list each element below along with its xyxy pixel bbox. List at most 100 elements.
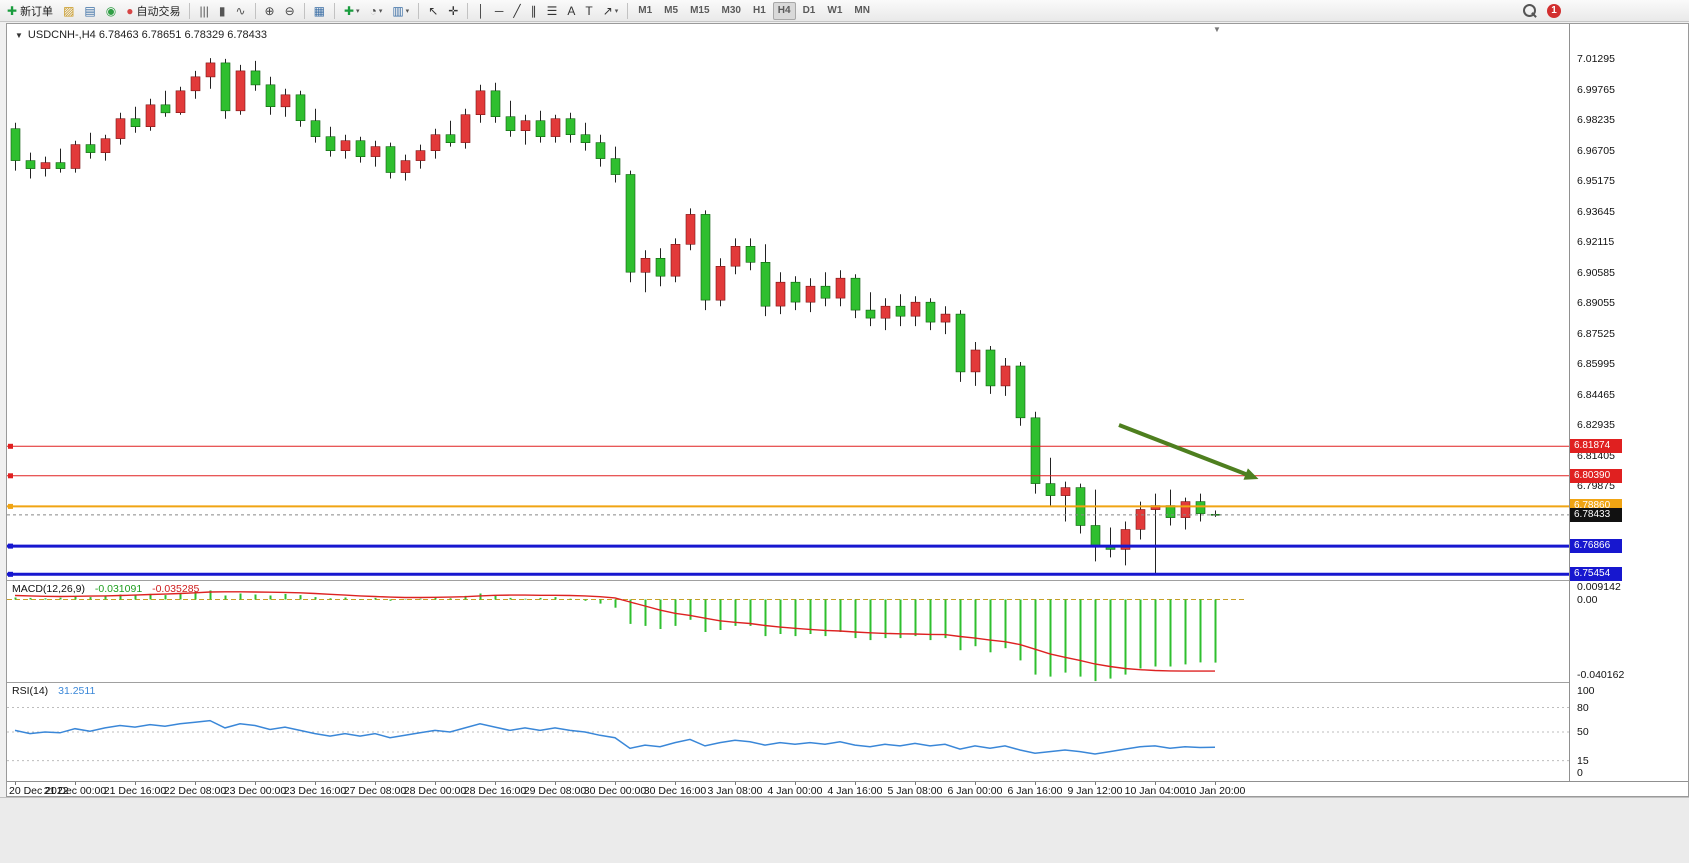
vertical-line-button[interactable]: │ — [473, 2, 489, 20]
tf-d1-button[interactable]: D1 — [798, 2, 821, 20]
tf-m5-button-label: M5 — [664, 5, 679, 16]
trendline-button[interactable]: ╱ — [509, 2, 524, 20]
tf-d1-button-label: D1 — [802, 5, 816, 16]
time-tick — [795, 782, 796, 785]
cursor-button[interactable]: ↖ — [424, 2, 442, 20]
candle-down — [925, 301, 936, 323]
hline-handle[interactable] — [8, 571, 13, 577]
macd-signal-value: -0.035285 — [152, 583, 200, 595]
chart-window[interactable]: ▼ USDCNH-,H4 6.78463 6.78651 6.78329 6.7… — [6, 23, 1689, 797]
tf-h4-button-label: H4 — [777, 5, 791, 16]
time-axis[interactable]: 20 Dec 2022 21 Dec 00:00 21 Dec 16:00 22 De… — [7, 781, 1688, 797]
equidistant-channel-icon: ∥ — [530, 3, 537, 18]
tile-windows-button[interactable]: ▦ — [310, 2, 329, 20]
pane-separator[interactable] — [7, 580, 1688, 581]
candle-up — [340, 140, 351, 151]
hline-handle[interactable] — [8, 473, 13, 479]
candle-up — [970, 349, 981, 373]
trend-arrow[interactable] — [1118, 423, 1254, 479]
fibonacci-button[interactable]: ☰ — [543, 2, 562, 20]
auto-trading-button[interactable]: ● 自动交易 — [122, 2, 184, 20]
hline-handle[interactable] — [8, 543, 13, 549]
zoom-in-button[interactable]: ⊕ — [261, 2, 279, 20]
axis-tick-label: 6.85995 — [1577, 358, 1615, 370]
price-tag[interactable]: 6.76866 — [1570, 539, 1622, 553]
templates-button[interactable]: ▥ ▾ — [388, 2, 413, 20]
tf-m1-button[interactable]: M1 — [633, 2, 657, 20]
arrows-button[interactable]: ↗ ▾ — [599, 2, 623, 20]
trend-arrow-head[interactable] — [1243, 468, 1259, 480]
candle-up — [115, 118, 126, 139]
axis-tick-label: 6.87525 — [1577, 328, 1615, 340]
one-click-trading-expander-icon[interactable]: ▼ — [15, 30, 23, 40]
zoom-in-icon: ⊕ — [264, 3, 275, 18]
zoom-out-button[interactable]: ⊖ — [281, 2, 299, 20]
hline-handle[interactable] — [8, 443, 13, 449]
candle-up — [400, 160, 411, 173]
price-tag[interactable]: 6.75454 — [1570, 567, 1622, 581]
price-tag[interactable]: 6.81874 — [1570, 439, 1622, 453]
candle-down — [10, 128, 21, 161]
hline-handle[interactable] — [8, 503, 13, 509]
candle-down — [55, 162, 66, 169]
crosshair-button[interactable]: ✛ — [444, 2, 462, 20]
candle-down — [265, 84, 276, 107]
candle-down — [595, 142, 606, 159]
time-tick — [255, 782, 256, 785]
bar-chart-button[interactable]: ||| — [195, 2, 212, 20]
axis-tick-label: 0.00 — [1577, 594, 1598, 606]
caret-down-icon: ▾ — [378, 7, 383, 15]
text-label-button[interactable]: T — [581, 2, 596, 20]
tf-m15-button[interactable]: M15 — [685, 2, 714, 20]
candle-down — [955, 313, 966, 373]
axis-tick-label: 6.89055 — [1577, 297, 1615, 309]
price-scale[interactable]: 7.01295 6.99765 6.98235 6.96705 6.95175 6.936… — [1569, 24, 1688, 782]
sound-button[interactable]: ◉ — [102, 2, 120, 20]
candle-down — [610, 158, 621, 175]
chart-shift-marker-icon[interactable]: ▼ — [1213, 25, 1221, 34]
tile-windows-icon: ▦ — [313, 3, 325, 18]
line-chart-button[interactable]: ∿ — [231, 2, 249, 20]
notification-badge[interactable]: 1 — [1547, 4, 1561, 18]
bid-price-tag: 6.78433 — [1570, 508, 1622, 522]
tf-w1-button[interactable]: W1 — [822, 2, 847, 20]
time-label: 29 Dec 08:00 — [523, 785, 587, 797]
tf-m15-button-label: M15 — [690, 5, 710, 16]
text-button[interactable]: A — [563, 2, 579, 20]
tf-m5-button[interactable]: M5 — [659, 2, 683, 20]
trendline-icon: ╱ — [513, 3, 521, 18]
tf-h1-button-label: H1 — [752, 5, 766, 16]
text-label-icon: T — [585, 3, 593, 18]
price-tag[interactable]: 6.80390 — [1570, 469, 1622, 483]
candle-down — [820, 285, 831, 299]
period-button[interactable]: ◔ ▾ — [366, 2, 387, 20]
pane-separator[interactable] — [7, 682, 1688, 683]
sound-icon: ◉ — [105, 3, 117, 18]
candle-up — [715, 266, 726, 301]
toolbar-separator — [333, 2, 335, 19]
axis-tick-label: 6.81405 — [1577, 450, 1615, 462]
axis-tick-label: 50 — [1577, 726, 1589, 738]
tf-m30-button[interactable]: M30 — [717, 2, 746, 20]
tf-h4-button[interactable]: H4 — [772, 1, 796, 20]
time-label: 4 Jan 00:00 — [767, 785, 823, 797]
time-tick — [615, 782, 616, 785]
new-chart-button[interactable]: ✚ ▾ — [340, 2, 364, 20]
equidistant-channel-button[interactable]: ∥ — [527, 2, 541, 20]
chart-plot[interactable] — [7, 24, 1689, 797]
period-icon: ◔ — [369, 3, 377, 18]
chart-profiles-button[interactable]: ▨ — [59, 2, 78, 20]
tf-h1-button[interactable]: H1 — [748, 2, 771, 20]
tf-mn-button[interactable]: MN — [849, 2, 875, 20]
toolbar-right-cluster: 1 — [1523, 4, 1561, 18]
new-order-button[interactable]: ✚ 新订单 — [3, 2, 57, 20]
search-icon[interactable] — [1523, 4, 1537, 18]
candlestick-chart-button[interactable]: ▮ — [215, 2, 230, 20]
horizontal-line-button[interactable]: ─ — [491, 2, 508, 20]
print-button[interactable]: ▤ — [80, 2, 99, 20]
time-tick — [1035, 782, 1036, 785]
candle-up — [805, 285, 816, 303]
time-label: 20 Dec 2022 — [9, 785, 69, 797]
rsi-value: 31.2511 — [58, 685, 96, 697]
candle-up — [235, 70, 246, 112]
